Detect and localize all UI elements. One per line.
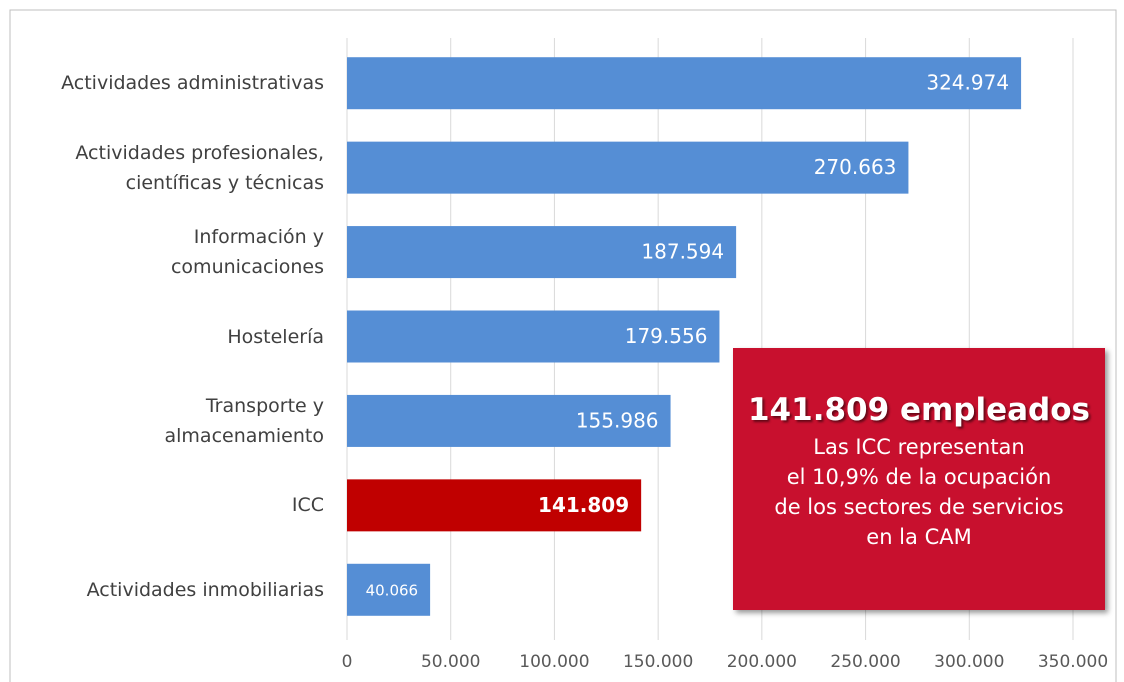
category-label: ICC — [291, 494, 324, 517]
annotation-title: 141.809 empleados — [747, 392, 1090, 428]
annotation-box: 141.809 empleados Las ICC representan el… — [733, 348, 1105, 610]
category-label: Actividades inmobiliarias — [86, 578, 324, 601]
x-tick-label: 150.000 — [623, 652, 693, 672]
x-tick-label: 50.000 — [421, 652, 480, 672]
category-label: Transporte y almacenamiento — [164, 394, 325, 447]
bar — [347, 310, 720, 363]
bar — [347, 226, 737, 279]
x-tick-label: 0 — [342, 652, 353, 672]
annotation-text: Las ICC representan el 10,9% de la ocupa… — [774, 435, 1064, 549]
bar — [347, 479, 642, 532]
category-label: Actividades profesionales, científicas y… — [75, 141, 324, 194]
x-tick-label: 250.000 — [830, 652, 900, 672]
x-tick-label: 200.000 — [727, 652, 797, 672]
value-label: 187.594 — [641, 240, 724, 264]
value-label: 141.809 — [538, 493, 629, 517]
x-tick-label: 100.000 — [519, 652, 589, 672]
bar — [347, 141, 909, 194]
frame — [9, 9, 1117, 682]
bar — [347, 563, 431, 616]
x-tick-label: 350.000 — [1038, 652, 1108, 672]
category-label: Hostelería — [227, 325, 324, 348]
value-label: 324.974 — [926, 71, 1009, 95]
category-label: Información y comunicaciones — [170, 226, 324, 279]
value-label: 270.663 — [814, 155, 897, 179]
bar — [347, 57, 1022, 110]
value-label: 40.066 — [366, 581, 419, 599]
category-label: Actividades administrativas — [61, 72, 324, 95]
bar — [347, 394, 671, 447]
x-tick-label: 300.000 — [934, 652, 1004, 672]
value-label: 179.556 — [625, 324, 708, 348]
value-label: 155.986 — [576, 408, 659, 432]
